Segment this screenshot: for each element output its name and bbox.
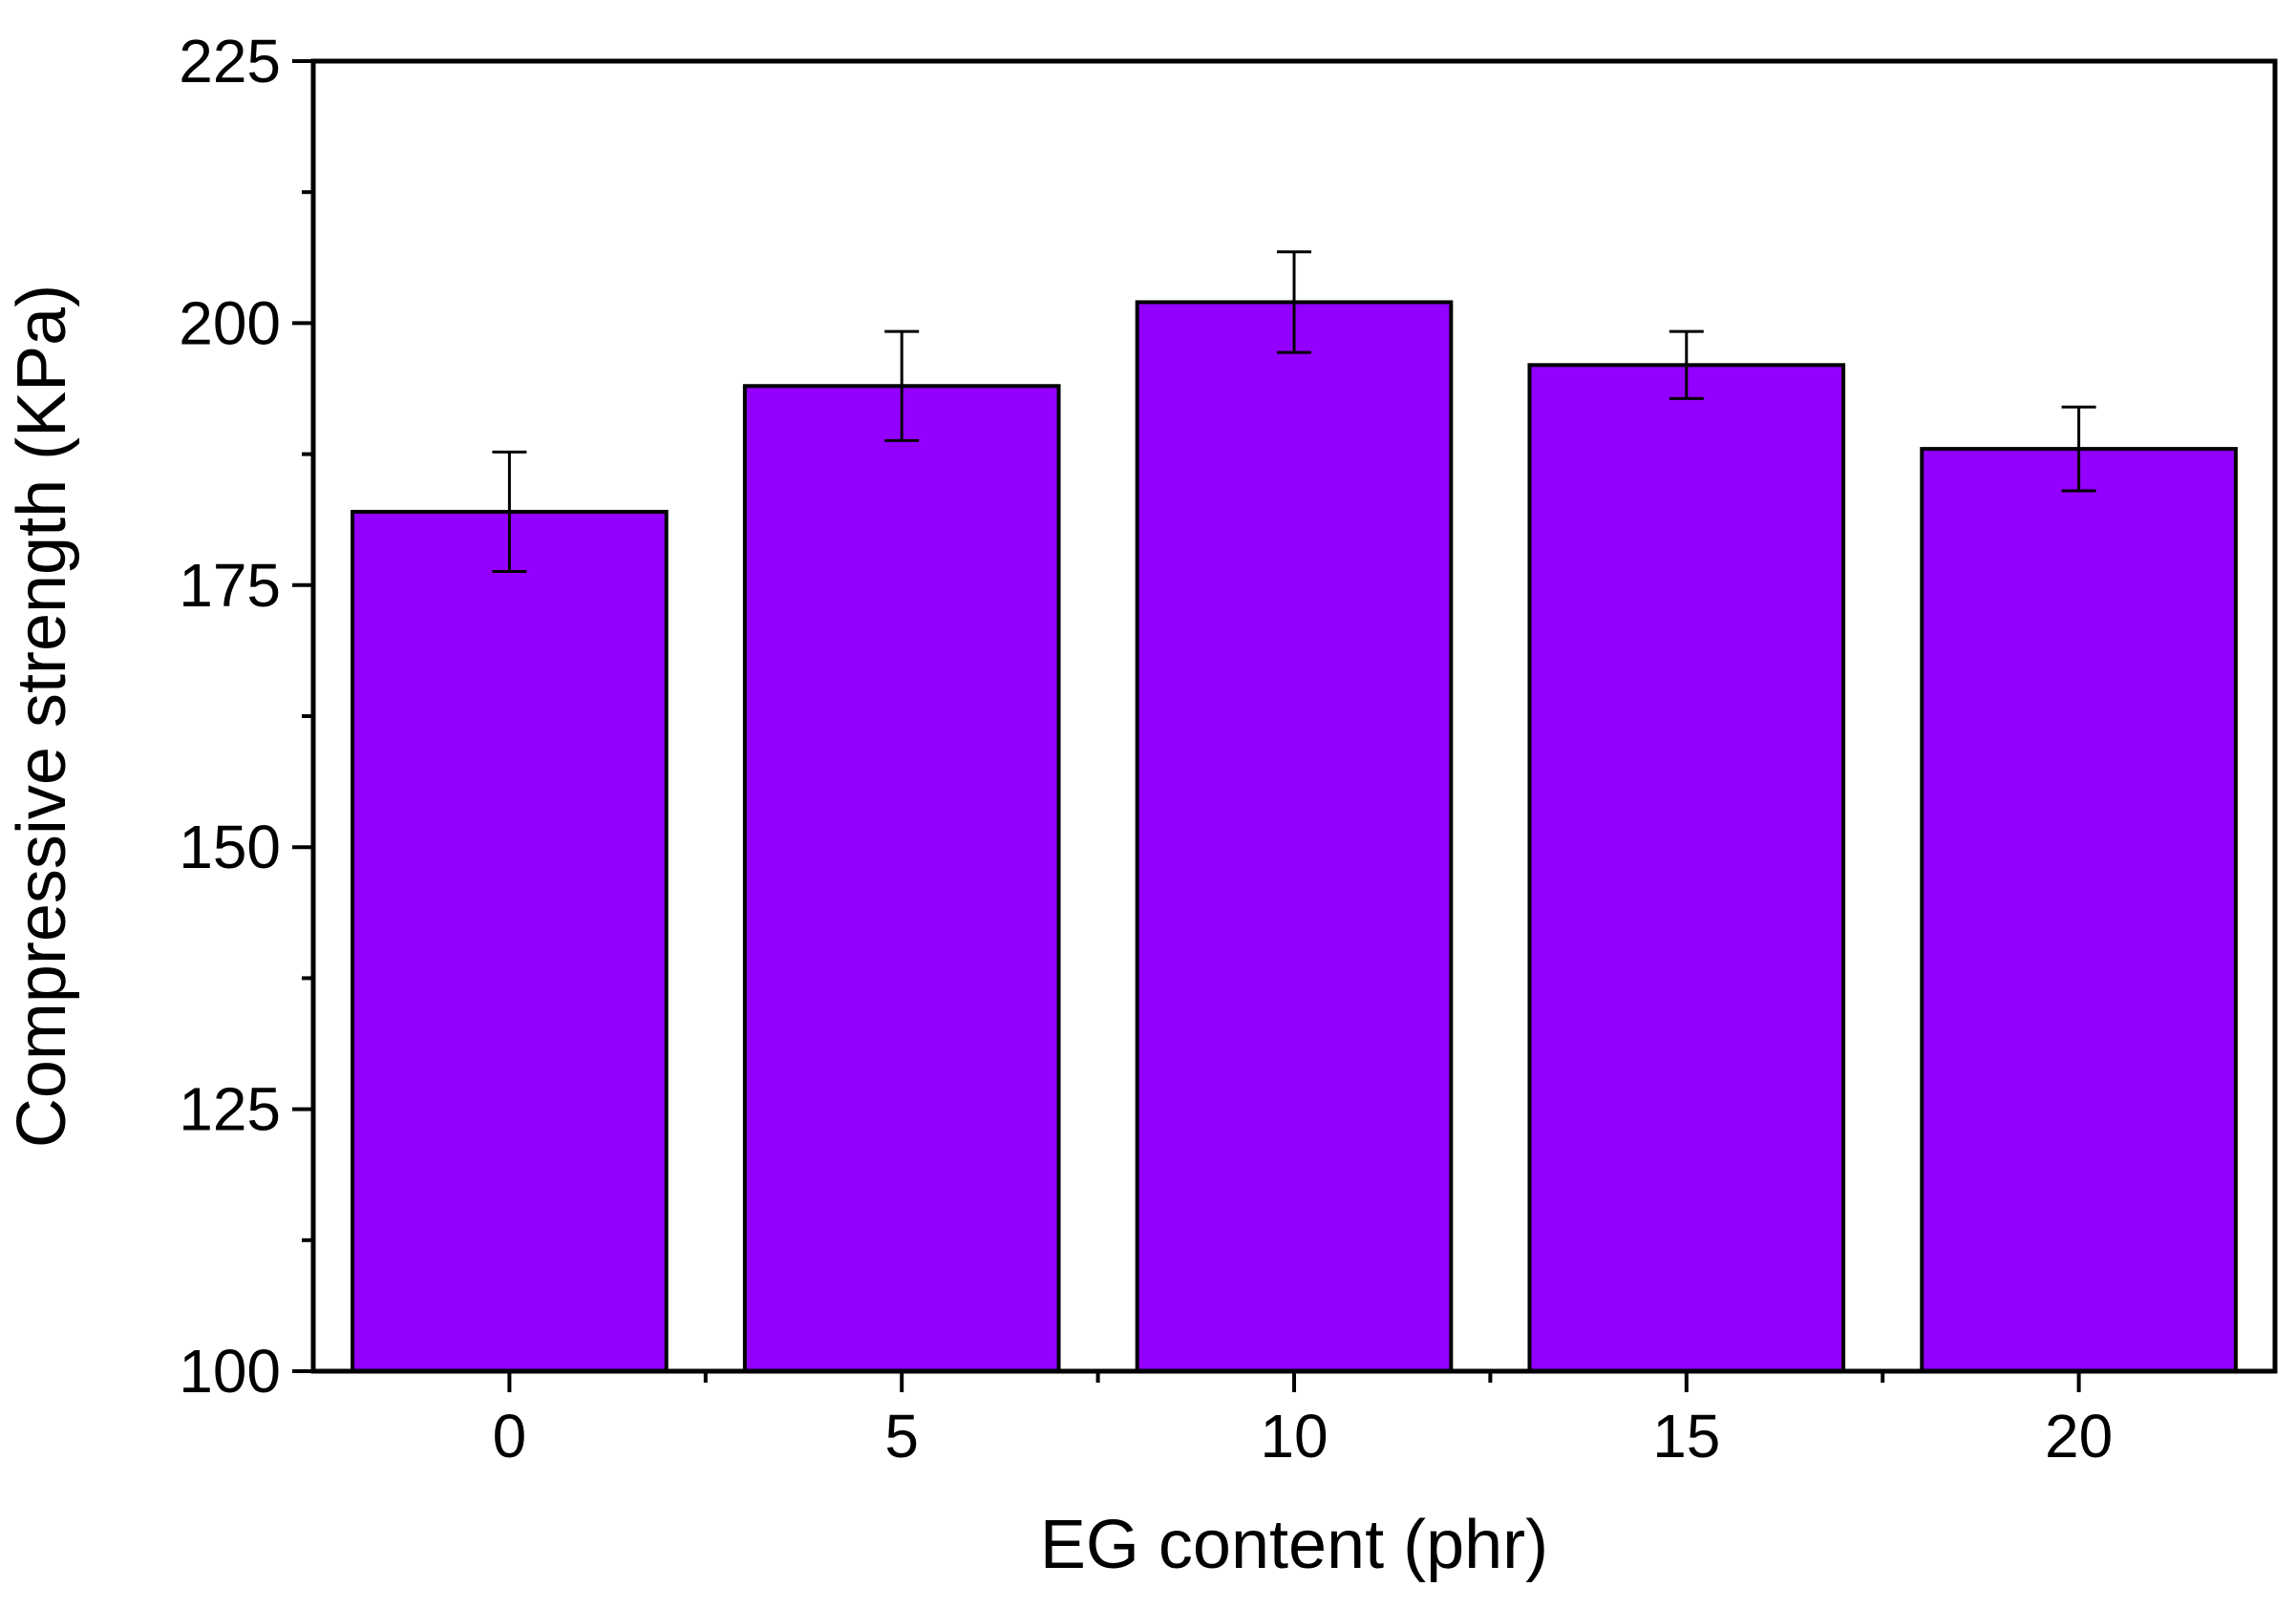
y-tick-label-175: 175 (179, 551, 281, 620)
bar-15 (1527, 363, 1846, 1374)
error-bar-0 (492, 450, 527, 574)
error-bar-20 (2061, 405, 2096, 493)
x-tick-label-15: 15 (1652, 1402, 1720, 1470)
y-axis: 100 125 150 175 200 225 (179, 27, 313, 1406)
bars-layer (351, 300, 2238, 1374)
x-axis: 0 5 10 15 20 (493, 1371, 2113, 1470)
y-tick-label-150: 150 (179, 813, 281, 881)
y-tick-label-200: 200 (179, 288, 281, 357)
y-axis-title: Compressive strength (KPa) (4, 285, 80, 1148)
error-bar-10 (1277, 250, 1311, 354)
bar-5 (742, 384, 1061, 1374)
y-tick-label-225: 225 (179, 27, 281, 95)
x-tick-label-5: 5 (884, 1402, 919, 1470)
x-axis-title: EG content (phr) (1040, 1507, 1548, 1583)
x-tick-label-10: 10 (1260, 1402, 1328, 1470)
error-bars-layer (492, 250, 2096, 574)
y-tick-label-125: 125 (179, 1075, 281, 1144)
bar-10 (1135, 300, 1454, 1373)
y-tick-label-100: 100 (179, 1337, 281, 1406)
x-tick-label-20: 20 (2045, 1402, 2113, 1470)
bar-0 (351, 509, 669, 1373)
bar-20 (1920, 447, 2238, 1373)
error-bar-15 (1669, 329, 1704, 400)
x-tick-label-0: 0 (493, 1402, 527, 1470)
error-bar-5 (884, 329, 920, 442)
